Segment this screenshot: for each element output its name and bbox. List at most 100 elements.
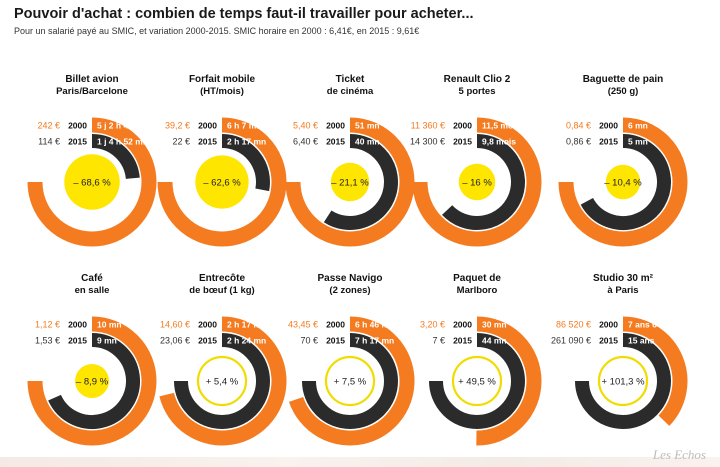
ring-2000 bbox=[285, 117, 415, 247]
change-circle bbox=[74, 363, 110, 399]
change-circle bbox=[196, 355, 248, 407]
change-label: – 8,9 % bbox=[76, 377, 109, 388]
chart-title: Baguette de pain bbox=[583, 74, 664, 85]
donut-chart-1: Forfait mobile(HT/mois) – 62,6 % 2000 2015 6… bbox=[157, 74, 287, 247]
page-subtitle: Pour un salarié payé au SMIC, et variati… bbox=[14, 26, 420, 36]
footer-strip bbox=[0, 457, 720, 467]
ring-2000 bbox=[476, 316, 542, 446]
year-label-2015: 2015 bbox=[599, 137, 618, 147]
chart-subtitle: Paris/Barcelone bbox=[56, 86, 128, 97]
chart-title: Ticket bbox=[336, 74, 365, 85]
change-label: – 10,4 % bbox=[604, 178, 642, 189]
price-2000: 11 360 € bbox=[411, 121, 445, 131]
chart-subtitle: (HT/mois) bbox=[200, 86, 244, 97]
year-label-2000: 2000 bbox=[198, 121, 217, 131]
time-2000: 6 h 7 mn bbox=[227, 121, 261, 131]
donut-chart-3: Renault Clio 25 portes – 16 % 2000 2015 11,5… bbox=[410, 74, 542, 247]
price-2000: 39,2 € bbox=[165, 121, 190, 131]
chart-subtitle: 5 portes bbox=[459, 86, 496, 97]
change-circle bbox=[330, 162, 370, 202]
change-label: + 101,3 % bbox=[601, 377, 645, 388]
chart-title: Renault Clio 2 bbox=[444, 74, 511, 85]
year-label-2015: 2015 bbox=[326, 336, 345, 346]
time-2015: 2 h 24 mn bbox=[227, 336, 266, 346]
time-2015: 9,8 mois bbox=[482, 137, 516, 147]
ring-2015 bbox=[323, 134, 398, 230]
change-circle bbox=[324, 355, 376, 407]
ring-2000 bbox=[159, 316, 287, 446]
price-2000: 86 520 € bbox=[556, 320, 591, 330]
price-2015: 23,06 € bbox=[160, 336, 190, 346]
price-2015: 70 € bbox=[300, 336, 318, 346]
price-2000: 1,12 € bbox=[35, 320, 60, 330]
price-2000: 5,40 € bbox=[293, 121, 318, 131]
chart-subtitle: (2 zones) bbox=[329, 285, 370, 296]
chart-title: Forfait mobile bbox=[189, 74, 256, 85]
price-2015: 1,53 € bbox=[35, 336, 60, 346]
change-label: – 62,6 % bbox=[203, 178, 241, 189]
ring-2015 bbox=[91, 134, 140, 180]
year-label-2015: 2015 bbox=[198, 336, 217, 346]
ring-2015 bbox=[48, 333, 140, 429]
chart-title: Studio 30 m² bbox=[593, 273, 654, 284]
time-2000: 10 mn bbox=[97, 320, 122, 330]
time-2015: 2 h 17 mn bbox=[227, 137, 266, 147]
chart-subtitle: en salle bbox=[75, 285, 110, 296]
ring-2015 bbox=[429, 333, 525, 429]
price-2000: 43,45 € bbox=[288, 320, 318, 330]
ring-2015 bbox=[575, 333, 671, 429]
chart-title: Café bbox=[81, 273, 103, 284]
time-2015: 1 j 4 h 52 mn bbox=[97, 137, 148, 147]
change-circle bbox=[64, 154, 120, 210]
chart-title: Billet avion bbox=[65, 74, 118, 85]
year-label-2000: 2000 bbox=[599, 320, 618, 330]
price-2015: 261 090 € bbox=[551, 336, 591, 346]
chart-title: Passe Navigo bbox=[317, 273, 382, 284]
time-2000: 6 mn bbox=[628, 121, 648, 131]
chart-title: Entrecôte bbox=[199, 273, 246, 284]
ring-2015 bbox=[221, 134, 270, 192]
time-2015: 15 ans bbox=[628, 336, 655, 346]
ring-2000 bbox=[622, 316, 688, 426]
year-label-2015: 2015 bbox=[68, 336, 87, 346]
year-label-2000: 2000 bbox=[68, 121, 87, 131]
year-label-2015: 2015 bbox=[453, 336, 472, 346]
year-label-2000: 2000 bbox=[453, 320, 472, 330]
change-label: – 68,6 % bbox=[73, 178, 111, 189]
price-2015: 22 € bbox=[172, 137, 190, 147]
price-2000: 14,60 € bbox=[160, 320, 190, 330]
change-label: + 49,5 % bbox=[458, 377, 496, 388]
year-label-2000: 2000 bbox=[326, 121, 345, 131]
ring-2000 bbox=[27, 117, 157, 247]
price-2000: 0,84 € bbox=[566, 121, 591, 131]
year-label-2000: 2000 bbox=[198, 320, 217, 330]
ring-2000 bbox=[288, 316, 415, 446]
ring-2000 bbox=[412, 117, 542, 247]
change-circle bbox=[458, 163, 496, 201]
chart-title: Paquet de bbox=[453, 273, 501, 284]
year-label-2000: 2000 bbox=[599, 121, 618, 131]
watermark-logo: Les Echos bbox=[652, 447, 706, 462]
page-title: Pouvoir d'achat : combien de temps faut-… bbox=[14, 6, 474, 22]
time-2000: 51 mn bbox=[355, 121, 380, 131]
price-2015: 14 300 € bbox=[410, 137, 445, 147]
time-2000: 2 h 17 mn bbox=[227, 320, 266, 330]
ring-2000 bbox=[558, 117, 688, 247]
ring-2015 bbox=[580, 134, 671, 230]
year-label-2015: 2015 bbox=[198, 137, 217, 147]
time-2000: 7 ans 6 mois bbox=[628, 320, 679, 330]
time-2000: 6 h 46 mn bbox=[355, 320, 394, 330]
year-label-2015: 2015 bbox=[453, 137, 472, 147]
ring-2000 bbox=[157, 117, 287, 247]
year-label-2000: 2000 bbox=[68, 320, 87, 330]
change-label: + 5,4 % bbox=[206, 377, 239, 388]
time-2015: 40 mn bbox=[355, 137, 380, 147]
chart-subtitle: à Paris bbox=[607, 285, 638, 296]
price-2015: 7 € bbox=[432, 336, 445, 346]
change-circle bbox=[195, 155, 249, 209]
time-2000: 30 mn bbox=[482, 320, 507, 330]
chart-subtitle: Marlboro bbox=[457, 285, 498, 296]
